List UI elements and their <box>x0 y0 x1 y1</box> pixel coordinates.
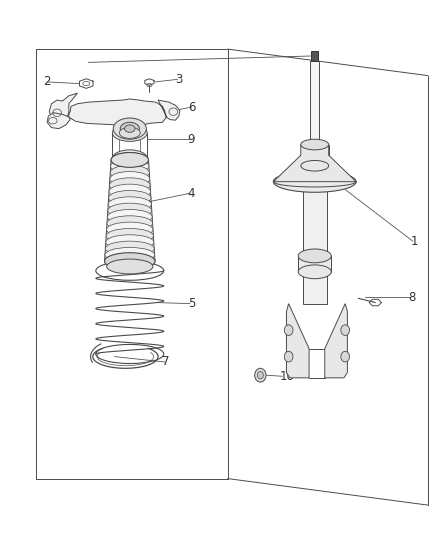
Text: 3: 3 <box>176 73 183 86</box>
Ellipse shape <box>113 118 146 139</box>
Ellipse shape <box>341 325 350 335</box>
Ellipse shape <box>110 178 150 192</box>
Ellipse shape <box>284 351 293 362</box>
Ellipse shape <box>106 222 153 237</box>
Ellipse shape <box>301 160 328 171</box>
Ellipse shape <box>107 259 153 274</box>
Ellipse shape <box>107 216 152 231</box>
Polygon shape <box>47 113 70 128</box>
Ellipse shape <box>106 229 153 243</box>
Ellipse shape <box>108 197 152 212</box>
Polygon shape <box>49 93 180 126</box>
Ellipse shape <box>105 247 155 262</box>
Ellipse shape <box>106 241 154 256</box>
Text: 9: 9 <box>187 133 195 146</box>
Text: 4: 4 <box>187 187 195 200</box>
Ellipse shape <box>124 125 135 132</box>
Text: 6: 6 <box>187 101 195 114</box>
Text: 2: 2 <box>42 76 50 88</box>
Ellipse shape <box>119 153 140 164</box>
Polygon shape <box>325 304 347 378</box>
Ellipse shape <box>257 372 263 379</box>
Polygon shape <box>273 144 356 182</box>
Text: 1: 1 <box>410 235 418 247</box>
Ellipse shape <box>107 209 152 224</box>
Ellipse shape <box>109 184 151 199</box>
Ellipse shape <box>108 203 152 218</box>
Ellipse shape <box>105 253 155 270</box>
Polygon shape <box>298 256 331 272</box>
Ellipse shape <box>111 159 149 174</box>
Ellipse shape <box>109 190 151 205</box>
Ellipse shape <box>113 124 147 141</box>
Polygon shape <box>303 160 327 304</box>
Ellipse shape <box>284 325 293 335</box>
Polygon shape <box>286 304 309 378</box>
Ellipse shape <box>105 254 155 269</box>
Text: 8: 8 <box>408 291 416 304</box>
Text: 10: 10 <box>280 370 295 383</box>
Ellipse shape <box>341 351 350 362</box>
Text: 7: 7 <box>162 356 170 368</box>
Ellipse shape <box>111 152 148 167</box>
Text: 5: 5 <box>187 297 195 310</box>
Ellipse shape <box>254 368 266 382</box>
Ellipse shape <box>298 249 331 263</box>
Ellipse shape <box>301 139 328 150</box>
Ellipse shape <box>298 265 331 279</box>
Ellipse shape <box>120 122 139 135</box>
Ellipse shape <box>119 127 140 139</box>
Ellipse shape <box>110 165 149 180</box>
Ellipse shape <box>113 150 147 167</box>
Polygon shape <box>311 61 319 155</box>
Polygon shape <box>311 51 318 61</box>
Ellipse shape <box>273 171 356 192</box>
Ellipse shape <box>111 152 148 167</box>
Ellipse shape <box>110 172 150 187</box>
Ellipse shape <box>106 235 154 249</box>
